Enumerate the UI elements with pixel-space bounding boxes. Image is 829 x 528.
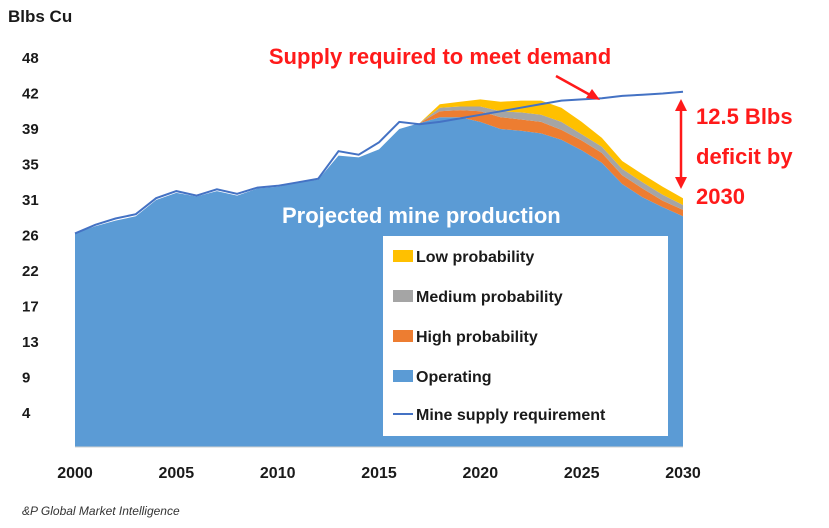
supply-annotation-arrowhead — [586, 89, 600, 100]
legend-label-high: High probability — [416, 329, 538, 346]
y-tick-label: 31 — [22, 192, 39, 209]
area-label: Projected mine production — [282, 203, 561, 228]
y-tick-label: 9 — [22, 370, 30, 387]
supply-annotation: Supply required to meet demand — [269, 44, 611, 69]
deficit-line-1: 12.5 Blbs — [696, 104, 793, 129]
x-axis: 2000 2005 2010 2015 2020 2025 2030 — [57, 465, 701, 482]
x-tick-label: 2000 — [57, 465, 93, 482]
y-tick-label: 17 — [22, 299, 39, 316]
legend-label-medium: Medium probability — [416, 289, 563, 306]
y-axis-unit: Blbs Cu — [8, 7, 72, 26]
y-tick-label: 42 — [22, 86, 39, 103]
x-tick-label: 2010 — [260, 465, 296, 482]
supply-line-series — [74, 90, 684, 235]
deficit-line-3: 2030 — [696, 184, 745, 209]
legend-box — [383, 236, 668, 436]
legend-swatch-low — [393, 250, 413, 262]
legend-label-supply: Mine supply requirement — [416, 407, 606, 424]
y-axis: 4 9 13 17 22 26 31 35 39 42 48 — [22, 50, 39, 422]
x-tick-label: 2005 — [159, 465, 195, 482]
y-tick-label: 39 — [22, 121, 39, 138]
line-mine-supply-requirement — [74, 90, 684, 235]
y-tick-label: 4 — [22, 405, 31, 422]
legend-swatch-medium — [393, 290, 413, 302]
x-tick-label: 2015 — [361, 465, 397, 482]
legend-swatch-operating — [393, 370, 413, 382]
y-tick-label: 48 — [22, 50, 39, 67]
y-tick-label: 22 — [22, 263, 39, 280]
y-tick-label: 13 — [22, 334, 39, 351]
supply-annotation-arrow — [555, 74, 593, 98]
source-note: &P Global Market Intelligence — [22, 504, 180, 518]
x-tick-label: 2020 — [463, 465, 499, 482]
x-tick-label: 2030 — [665, 465, 701, 482]
deficit-line-2: deficit by — [696, 144, 793, 169]
deficit-arrowhead-down — [675, 177, 687, 189]
legend-swatch-high — [393, 330, 413, 342]
y-tick-label: 26 — [22, 228, 39, 245]
legend-label-operating: Operating — [416, 369, 492, 386]
x-tick-label: 2025 — [564, 465, 600, 482]
deficit-arrowhead-up — [675, 99, 687, 111]
y-tick-label: 35 — [22, 157, 39, 174]
legend-label-low: Low probability — [416, 249, 534, 266]
legend: Low probability Medium probability High … — [383, 236, 668, 436]
